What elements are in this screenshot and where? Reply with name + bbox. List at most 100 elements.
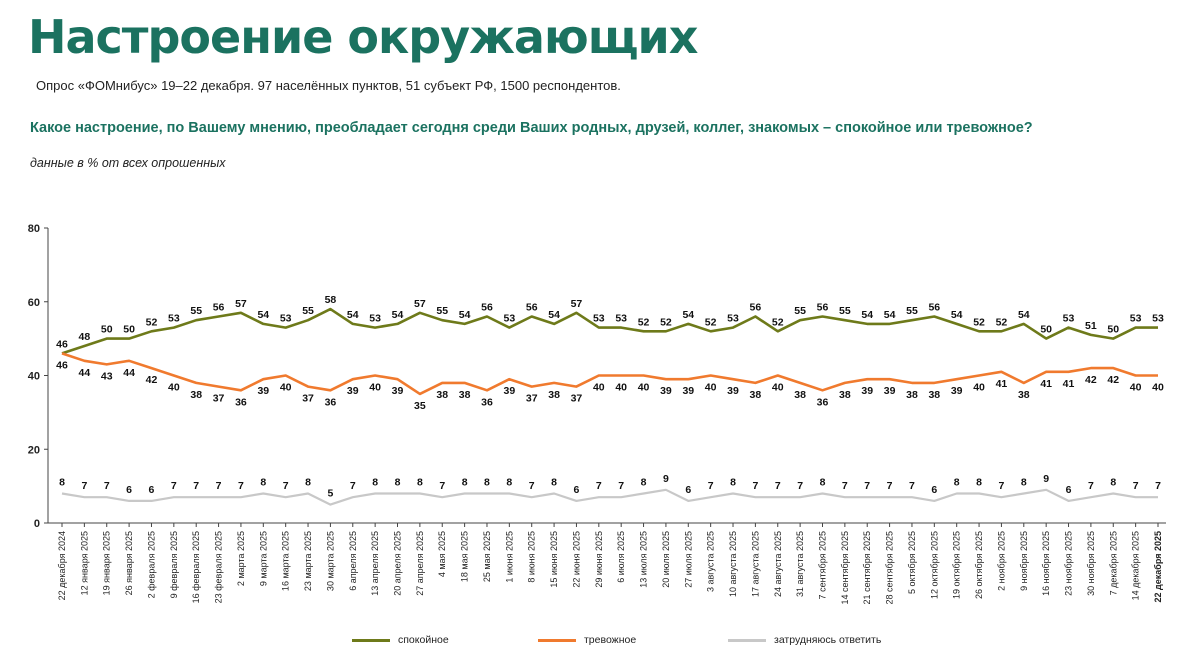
data-label-calm: 55 <box>839 305 851 317</box>
data-label-unsure: 6 <box>126 484 132 496</box>
data-label-anxious: 38 <box>906 389 918 401</box>
data-label-unsure: 7 <box>999 480 1005 492</box>
data-label-anxious: 39 <box>861 385 873 397</box>
data-label-calm: 50 <box>1040 324 1052 336</box>
legend-swatch-calm <box>352 638 390 642</box>
data-label-calm: 53 <box>615 313 627 325</box>
data-label-calm: 48 <box>79 331 91 343</box>
legend-label-calm: спокойное <box>398 634 449 646</box>
x-tick-label: 14 декабря 2025 <box>1131 531 1141 600</box>
data-label-calm: 53 <box>504 313 516 325</box>
data-label-anxious: 39 <box>951 385 963 397</box>
data-label-unsure: 8 <box>1021 477 1027 489</box>
series-line-calm <box>61 307 1158 355</box>
data-label-unsure: 6 <box>685 484 691 496</box>
x-tick-label: 22 июня 2025 <box>571 531 581 588</box>
legend-label-anxious: тревожное <box>584 634 637 646</box>
data-label-calm: 54 <box>884 309 896 321</box>
data-label-calm: 56 <box>213 302 225 314</box>
x-tick-label: 15 июня 2025 <box>549 531 559 588</box>
data-label-unsure: 7 <box>216 480 222 492</box>
data-label-anxious: 39 <box>682 385 694 397</box>
data-label-unsure: 5 <box>327 488 333 500</box>
data-label-anxious: 41 <box>1040 378 1052 390</box>
data-label-calm: 53 <box>280 313 292 325</box>
data-label-anxious: 42 <box>146 374 158 386</box>
data-label-calm: 53 <box>593 313 605 325</box>
data-label-unsure: 7 <box>350 480 356 492</box>
data-label-calm: 50 <box>1107 324 1119 336</box>
data-label-anxious: 40 <box>593 382 605 394</box>
page-title: Настроение окружающих <box>28 10 698 64</box>
x-tick-label: 17 августа 2025 <box>750 531 760 597</box>
data-label-anxious: 40 <box>615 382 627 394</box>
data-label-calm: 55 <box>794 305 806 317</box>
y-tick-label: 40 <box>28 371 40 383</box>
data-label-unsure: 7 <box>104 480 110 492</box>
data-label-anxious: 38 <box>548 389 560 401</box>
data-label-calm: 54 <box>548 309 560 321</box>
x-tick-label: 12 октября 2025 <box>929 531 939 599</box>
data-label-anxious: 36 <box>235 396 247 408</box>
x-tick-label: 23 марта 2025 <box>303 531 313 591</box>
legend-item-unsure: затрудняюсь ответить <box>728 634 881 646</box>
data-label-calm: 52 <box>638 316 650 328</box>
data-label-anxious: 40 <box>168 382 180 394</box>
data-label-unsure: 7 <box>797 480 803 492</box>
x-tick-label: 7 декабря 2025 <box>1108 531 1118 595</box>
data-label-calm: 56 <box>817 302 829 314</box>
data-label-anxious: 37 <box>302 393 314 405</box>
legend-label-unsure: затрудняюсь ответить <box>774 634 882 646</box>
data-label-calm: 53 <box>1130 313 1142 325</box>
data-label-anxious: 38 <box>1018 389 1030 401</box>
data-label-calm: 53 <box>1152 313 1164 325</box>
data-label-anxious: 37 <box>571 393 583 405</box>
data-label-calm: 53 <box>369 313 381 325</box>
data-label-anxious: 38 <box>839 389 851 401</box>
x-tick-label: 23 ноября 2025 <box>1064 531 1074 596</box>
data-label-unsure: 6 <box>149 484 155 496</box>
x-tick-label: 12 января 2025 <box>79 531 89 595</box>
data-label-calm: 53 <box>727 313 739 325</box>
legend-item-calm: спокойное <box>352 634 449 646</box>
data-label-unsure: 8 <box>641 477 647 489</box>
data-label-anxious: 39 <box>660 385 672 397</box>
x-tick-label: 9 марта 2025 <box>258 531 268 586</box>
data-label-anxious: 40 <box>638 382 650 394</box>
data-label-unsure: 7 <box>708 480 714 492</box>
data-label-unsure: 7 <box>864 480 870 492</box>
x-tick-label: 30 марта 2025 <box>325 531 335 591</box>
series-line-unsure <box>61 488 1158 506</box>
chart-legend: спокойное тревожное затрудняюсь ответить <box>0 634 1200 654</box>
x-tick-label: 7 сентября 2025 <box>817 531 827 599</box>
data-label-calm: 55 <box>190 305 202 317</box>
data-label-unsure: 8 <box>462 477 468 489</box>
x-tick-label: 16 ноября 2025 <box>1041 531 1051 596</box>
x-tick-label: 25 мая 2025 <box>482 531 492 582</box>
x-tick-label: 18 мая 2025 <box>460 531 470 582</box>
data-label-unsure: 6 <box>1066 484 1072 496</box>
data-label-unsure: 6 <box>574 484 580 496</box>
data-label-unsure: 8 <box>1110 477 1116 489</box>
data-label-calm: 54 <box>459 309 471 321</box>
data-label-calm: 56 <box>750 302 762 314</box>
data-label-calm: 52 <box>660 316 672 328</box>
data-label-calm: 54 <box>1018 309 1030 321</box>
data-label-calm: 54 <box>347 309 359 321</box>
data-label-anxious: 40 <box>705 382 717 394</box>
data-label-calm: 56 <box>928 302 940 314</box>
data-label-unsure: 8 <box>59 477 65 489</box>
x-tick-label: 28 сентября 2025 <box>885 531 895 604</box>
data-label-anxious: 40 <box>973 382 985 394</box>
data-label-anxious: 37 <box>526 393 538 405</box>
data-label-unsure: 7 <box>193 480 199 492</box>
data-label-unsure: 7 <box>171 480 177 492</box>
data-label-calm: 54 <box>861 309 873 321</box>
data-label-anxious: 36 <box>325 396 337 408</box>
x-tick-label: 4 мая 2025 <box>437 531 447 577</box>
x-tick-label: 31 августа 2025 <box>795 531 805 597</box>
data-label-anxious: 40 <box>1130 382 1142 394</box>
data-label-unsure: 7 <box>1088 480 1094 492</box>
data-label-unsure: 7 <box>1155 480 1161 492</box>
